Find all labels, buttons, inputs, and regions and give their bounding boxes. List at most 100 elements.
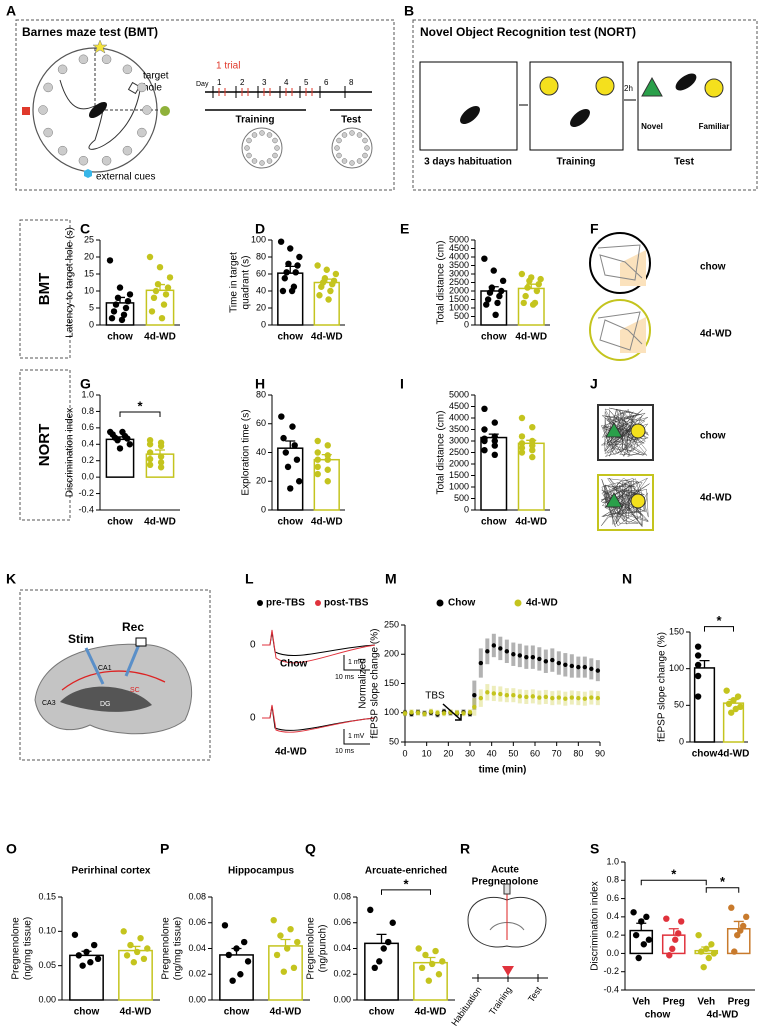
data-point <box>237 971 244 978</box>
data-point <box>146 253 154 261</box>
maze-hole <box>251 158 258 164</box>
data-point <box>439 958 446 965</box>
object <box>641 76 663 97</box>
day-label: 5 <box>304 78 309 87</box>
x-tick-label: 20 <box>443 748 453 758</box>
data-point <box>289 423 296 430</box>
y-tick-label: 0.10 <box>38 926 56 936</box>
row-frame <box>19 369 71 521</box>
y-tick-label: 4000 <box>449 412 469 422</box>
data-point <box>91 941 98 949</box>
data-point <box>491 419 498 426</box>
data-point <box>270 916 277 924</box>
data-point <box>529 447 536 454</box>
y-tick-label: 0 <box>464 319 469 329</box>
y-tick-label: 10 <box>84 285 94 295</box>
bar <box>480 290 508 326</box>
data-point <box>529 442 536 449</box>
data-point <box>116 284 124 291</box>
y-tick-label: 100 <box>251 234 266 244</box>
y-tick-label: 0.06 <box>333 917 351 927</box>
data-point <box>700 963 707 971</box>
y-tick-label: 0.0 <box>606 948 619 958</box>
data-point <box>589 695 594 700</box>
data-point <box>314 470 321 478</box>
y-tick-label: 0.04 <box>333 943 351 953</box>
maze-hole <box>101 155 112 166</box>
data-point <box>287 485 294 492</box>
significance-label: * <box>716 613 722 628</box>
data-point <box>323 266 330 273</box>
data-point <box>492 311 499 318</box>
mouse <box>570 109 590 127</box>
x-tick-label: Preg <box>663 997 685 1008</box>
bar <box>277 272 304 326</box>
error-bar <box>376 933 387 944</box>
panel-letter: N <box>622 571 632 587</box>
data-point <box>287 925 294 933</box>
data-point <box>273 951 281 959</box>
y-tick-label: 1000 <box>449 302 469 312</box>
panel-title: Novel Object Recognition test (NORT) <box>420 25 636 39</box>
data-point <box>277 238 285 245</box>
data-point <box>734 931 741 939</box>
data-point <box>524 654 529 660</box>
y-tick-label: 0.4 <box>606 911 619 921</box>
y-axis-label: Discrimination index <box>590 881 601 970</box>
label: 0 <box>250 640 256 651</box>
data-point <box>293 456 301 463</box>
label: 4d-WD <box>700 493 732 504</box>
data-point <box>110 308 118 315</box>
panel-title: Acute <box>491 865 519 876</box>
panel-frame <box>19 589 211 761</box>
data-point <box>556 695 562 700</box>
data-point <box>504 649 510 654</box>
data-point <box>435 971 443 978</box>
data-point <box>157 459 165 466</box>
y-tick-label: 0.02 <box>188 969 206 979</box>
label: Training <box>557 157 596 168</box>
data-point <box>294 938 301 946</box>
label: Training <box>487 985 514 1017</box>
maze-hole <box>246 137 252 144</box>
label: chow <box>700 262 726 273</box>
data-point <box>409 709 414 715</box>
data-point <box>432 947 439 955</box>
data-point <box>481 437 488 445</box>
panel-letter: B <box>404 3 414 19</box>
data-point <box>327 287 334 295</box>
data-point <box>158 315 166 322</box>
maze-hole <box>43 127 53 138</box>
group-label: 4d-WD <box>707 1010 739 1021</box>
y-tick-label: 3500 <box>449 424 469 434</box>
data-point <box>157 442 165 450</box>
data-point <box>710 950 718 957</box>
data-point <box>723 687 730 694</box>
label: 10 ms <box>335 674 355 681</box>
error-bar <box>526 283 537 289</box>
chart-title: Hippocampus <box>228 866 295 877</box>
target-hole <box>127 81 141 95</box>
maze-hole <box>259 160 265 166</box>
object <box>595 76 615 96</box>
x-tick-label: 60 <box>530 748 540 758</box>
y-axis-label: Time in target <box>229 252 240 313</box>
label: Day <box>196 81 209 88</box>
data-point <box>114 436 121 444</box>
y-tick-label: 40 <box>256 447 266 457</box>
data-point <box>225 951 232 959</box>
label: Test <box>674 157 694 168</box>
maze-hole <box>137 82 147 93</box>
y-axis-label: (ng/mg tissue) <box>23 917 34 980</box>
significance-bracket <box>704 626 734 632</box>
data-point <box>550 695 555 701</box>
y-tick-label: 150 <box>384 678 399 688</box>
maze-hole <box>244 145 250 151</box>
y-tick-label: 1.0 <box>606 856 619 866</box>
data-point <box>522 292 529 300</box>
data-point <box>127 941 134 949</box>
trace <box>262 704 376 733</box>
data-point <box>666 952 673 959</box>
data-point <box>672 936 679 943</box>
data-point <box>120 311 128 318</box>
